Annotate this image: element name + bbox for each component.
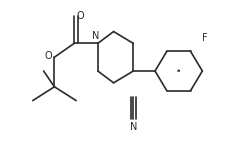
Text: N: N <box>92 31 100 41</box>
Text: F: F <box>201 33 207 43</box>
Text: O: O <box>45 51 53 61</box>
Text: O: O <box>77 11 85 21</box>
Text: N: N <box>130 122 137 132</box>
